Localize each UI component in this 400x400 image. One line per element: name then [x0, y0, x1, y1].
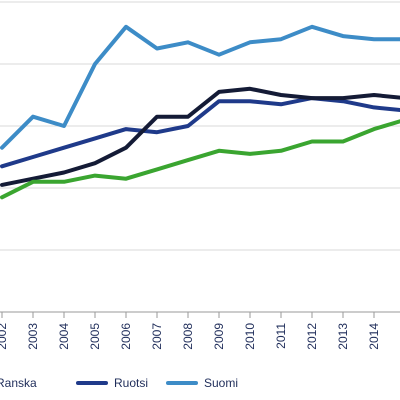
x-tick-label: 2004 — [57, 323, 71, 350]
x-tick-label: 2002 — [0, 323, 9, 350]
x-tick-label: 2007 — [150, 323, 164, 350]
x-tick-label: 2005 — [88, 323, 102, 350]
x-tick-label: 2003 — [26, 323, 40, 350]
x-tick-label: 2011 — [274, 323, 288, 349]
series-line-suomi — [0, 24, 400, 150]
series-line-ruotsi — [0, 96, 400, 169]
x-tick-label: 2006 — [119, 323, 133, 350]
grid-lines — [0, 1, 400, 313]
x-tick-label: 2008 — [181, 323, 195, 350]
x-tick-label: 2014 — [367, 323, 381, 350]
x-tick-label: 2010 — [243, 323, 257, 350]
x-tick-label: 2012 — [305, 323, 319, 350]
series-lines — [0, 24, 400, 200]
x-tick-label: 2015 — [398, 323, 400, 350]
legend-label: Ranska — [0, 376, 37, 390]
legend-label: Suomi — [204, 376, 238, 390]
x-tick-label: 2013 — [336, 323, 350, 350]
x-tick-label: 2009 — [212, 323, 226, 350]
series-line-ranska — [0, 119, 400, 200]
legend-label: Ruotsi — [114, 376, 148, 390]
x-axis: 2002 2003 2004 2005 2006 2007 2008 2009 2010 2011… — [0, 312, 400, 350]
series-line-series-3 — [0, 86, 400, 187]
legend: Ranska Ruotsi Suomi — [0, 376, 238, 390]
